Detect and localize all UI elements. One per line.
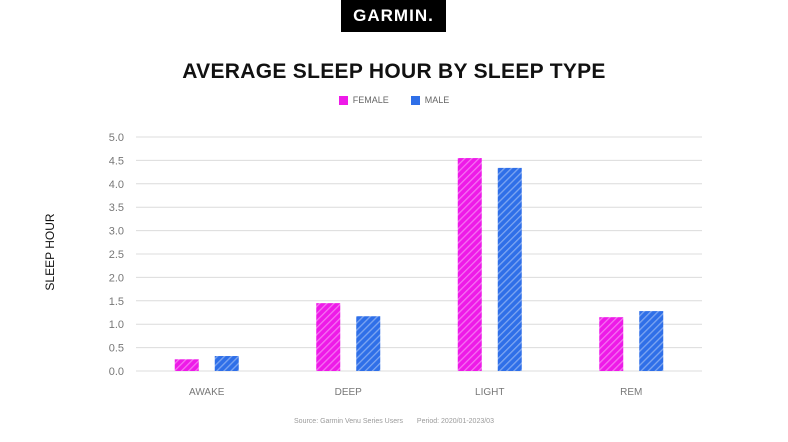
source-text: Source: Garmin Venu Series Users	[294, 418, 403, 425]
y-tick-label: 3.5	[109, 202, 124, 214]
legend-label-female: FEMALE	[352, 95, 389, 105]
y-tick-label: 1.5	[109, 296, 124, 308]
y-tick-label: 2.0	[109, 272, 124, 284]
y-tick-label: 4.5	[109, 155, 124, 167]
legend-item-female: FEMALE	[338, 95, 389, 105]
chart-legend: FEMALE MALE	[0, 95, 788, 105]
bar-female-light	[457, 158, 482, 371]
y-tick-label: 3.0	[109, 226, 124, 238]
y-tick-label: 1.0	[109, 319, 124, 331]
legend-swatch-female	[338, 95, 348, 105]
y-tick-label: 0.5	[109, 343, 124, 355]
chart-title: AVERAGE SLEEP HOUR BY SLEEP TYPE	[182, 60, 606, 83]
x-tick-label: REM	[620, 387, 642, 398]
bar-male-rem	[639, 311, 664, 371]
garmin-logo: GARMIN.	[341, 0, 446, 32]
legend-label-male: MALE	[424, 95, 450, 105]
bar-male-light	[497, 167, 522, 371]
bar-female-deep	[316, 303, 341, 371]
x-tick-label: AWAKE	[189, 387, 225, 398]
source-note: Source: Garmin Venu Series Users Period:…	[0, 418, 788, 425]
period-text: Period: 2020/01-2023/03	[416, 418, 494, 425]
legend-swatch-male	[410, 95, 420, 105]
y-tick-label: 5.0	[109, 132, 124, 144]
bar-male-deep	[356, 316, 381, 371]
x-tick-label: LIGHT	[475, 387, 504, 398]
x-tick-label: DEEP	[335, 387, 363, 398]
y-tick-label: 2.5	[109, 249, 124, 261]
legend-item-male: MALE	[410, 95, 450, 105]
bar-male-awake	[214, 356, 239, 371]
bar-female-awake	[174, 359, 199, 371]
bar-female-rem	[599, 317, 624, 371]
y-tick-label: 0.0	[109, 366, 124, 378]
y-tick-label: 4.0	[109, 179, 124, 191]
